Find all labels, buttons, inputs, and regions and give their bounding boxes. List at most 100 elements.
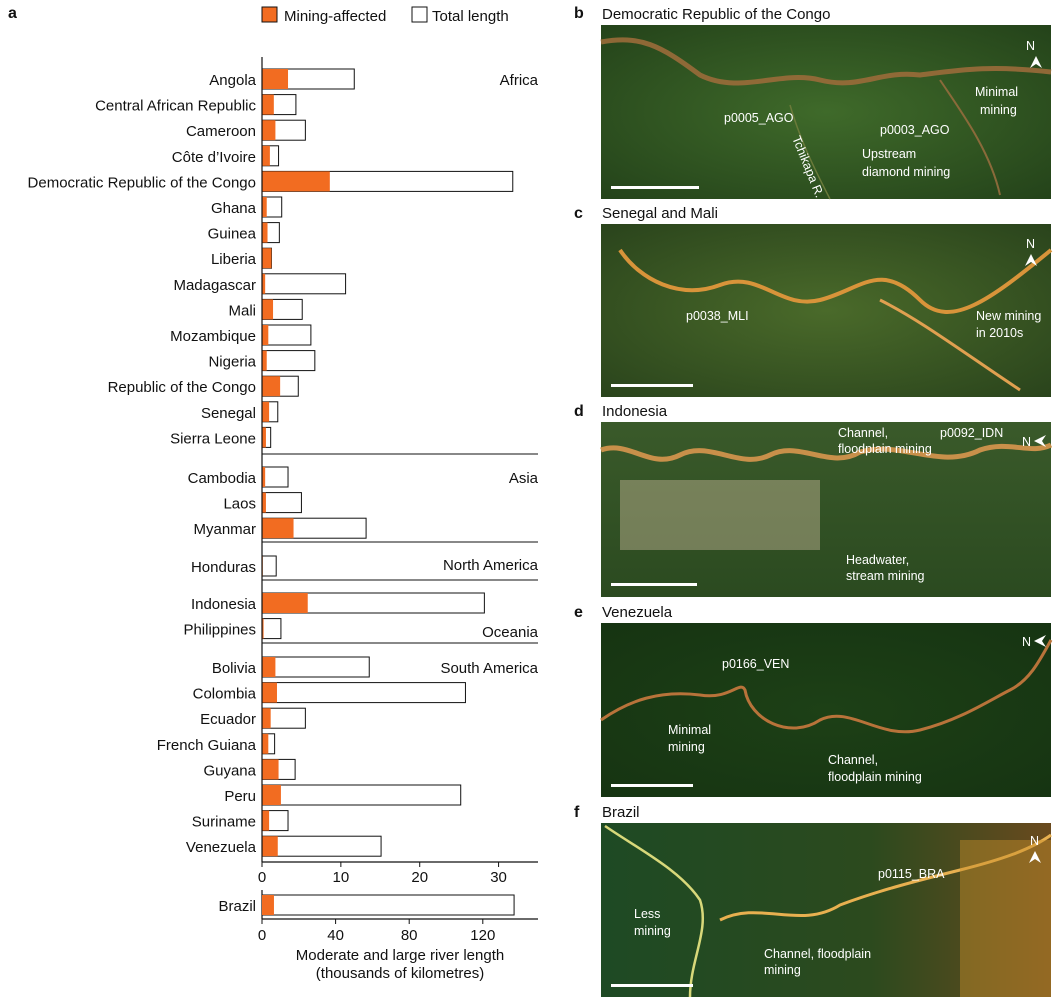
bar-total-peru	[261, 784, 462, 806]
bar-mining-myanmar	[262, 518, 294, 539]
map-d-north-arrow-icon	[1034, 435, 1046, 447]
bar-total-nigeria	[261, 350, 316, 372]
bar-total-brazil	[261, 894, 515, 916]
map-f-scale-bar	[611, 984, 693, 987]
group-label-asia: Asia	[509, 470, 539, 487]
bar-mining-nigeria	[262, 350, 267, 371]
bar-mining-ecuador	[262, 708, 271, 729]
bar-mining-senegal	[262, 401, 270, 422]
map-f-title: Brazil	[602, 804, 640, 821]
map-f-ann-2: Less	[634, 907, 660, 921]
bar-total-venezuela	[261, 835, 382, 857]
map-b-title: Democratic Republic of the Congo	[602, 6, 830, 23]
category-label-angola: Angola	[209, 72, 256, 89]
map-e-compass: N	[1022, 635, 1031, 649]
map-f-ann-3: mining	[634, 924, 671, 938]
map-b-ann-5: Upstream	[862, 147, 916, 161]
category-label-suriname: Suriname	[192, 814, 256, 831]
map-f-compass: N	[1030, 834, 1039, 848]
map-c-image	[601, 224, 1051, 397]
map-d-letter: d	[574, 403, 584, 420]
map-c-scale-bar	[611, 384, 693, 387]
bar-mining-angola	[262, 69, 289, 89]
map-panel-b: b Democratic Republic of the Congo p0005…	[574, 5, 1052, 200]
map-d-ann-2: floodplain mining	[838, 442, 932, 456]
category-label-philippines: Philippines	[183, 622, 256, 639]
map-e-letter: e	[574, 604, 583, 621]
map-e-ann-4: Channel,	[828, 753, 878, 767]
bar-mining-peru	[262, 785, 281, 805]
bar-total-honduras	[261, 555, 277, 577]
bar-mining-cambodia	[262, 467, 266, 487]
map-b-north-arrow-icon	[1030, 56, 1042, 68]
bar-mining-guyana	[262, 759, 279, 780]
x-tick-label-30: 30	[490, 869, 507, 886]
map-b-ann-1: p0005_AGO	[724, 111, 794, 125]
brazil-x-tick-label-80: 80	[401, 927, 418, 944]
brazil-x-tick-label-0: 0	[258, 927, 266, 944]
bar-mining-republic-of-the-congo	[262, 376, 281, 397]
bar-mining-mozambique	[262, 325, 269, 345]
brazil-x-tick-label-120: 120	[470, 927, 495, 944]
bar-total-cambodia	[261, 466, 289, 488]
map-d-ann-1: Channel,	[838, 426, 888, 440]
category-label-nigeria: Nigeria	[208, 354, 256, 371]
map-c-river	[618, 248, 1053, 314]
category-label-guyana: Guyana	[203, 762, 256, 779]
bar-mining-colombia	[262, 682, 277, 703]
map-d-title: Indonesia	[602, 403, 668, 420]
map-b-compass: N	[1026, 39, 1035, 53]
bar-mining-c-te-d-ivoire	[262, 145, 270, 166]
bar-mining-ghana	[262, 197, 267, 217]
bar-mining-venezuela	[262, 836, 278, 857]
bar-mining-brazil	[262, 895, 274, 915]
group-label-africa: Africa	[500, 72, 539, 89]
x-axis-unit: (thousands of kilometres)	[316, 965, 484, 982]
bar-mining-cameroon	[262, 120, 276, 141]
map-panel-f: f Brazil p0115_BRA Less mining Channel, …	[574, 804, 1052, 998]
legend-label-total: Total length	[432, 8, 509, 25]
x-tick-label-20: 20	[411, 869, 428, 886]
map-f-ann-5: mining	[764, 963, 801, 977]
bar-mining-sierra-leone	[262, 427, 266, 448]
map-e-scale-bar	[611, 784, 693, 787]
bar-mining-madagascar	[262, 273, 266, 294]
legend: Mining-affected Total length	[261, 6, 509, 25]
map-e-image	[601, 623, 1051, 797]
map-b-ann-6: diamond mining	[862, 165, 950, 179]
x-axis-label: Moderate and large river length	[296, 947, 504, 964]
bar-mining-democratic-republic-of-the-congo	[262, 171, 330, 192]
category-label-c-te-d-ivoire: Côte d’Ivoire	[172, 149, 256, 166]
bar-mining-liberia	[262, 248, 272, 269]
map-e-river	[600, 639, 1053, 734]
map-b-ann-3: Minimal	[975, 85, 1018, 99]
map-f-north-arrow-icon	[1029, 851, 1041, 863]
bar-mining-central-african-republic	[262, 94, 274, 115]
bar-total-laos	[261, 492, 302, 514]
map-panel-c: c Senegal and Mali p0038_MLI New mining …	[574, 205, 1053, 397]
map-b-scale-bar	[611, 186, 699, 189]
map-d-scale-bar	[611, 583, 697, 586]
category-label-mozambique: Mozambique	[170, 328, 256, 345]
bar-total-madagascar	[261, 273, 347, 295]
map-b-letter: b	[574, 5, 584, 22]
map-d-river	[600, 442, 1053, 462]
map-e-title: Venezuela	[602, 604, 673, 621]
map-c-river-2	[879, 298, 1021, 392]
map-b-ann-4: mining	[980, 103, 1017, 117]
bar-mining-suriname	[262, 810, 270, 831]
legend-swatch-mining	[261, 6, 278, 23]
category-label-brazil: Brazil	[218, 898, 256, 915]
map-f-mined-area	[960, 840, 1051, 997]
bar-mining-philippines	[262, 618, 264, 639]
map-panel-d: d Indonesia Channel, floodplain mining p…	[574, 403, 1053, 597]
map-c-north-arrow-icon	[1025, 254, 1037, 266]
legend-swatch-total	[411, 6, 428, 23]
category-label-honduras: Honduras	[191, 559, 256, 576]
map-e-ann-1: p0166_VEN	[722, 657, 789, 671]
category-label-bolivia: Bolivia	[212, 660, 257, 677]
category-label-french-guiana: French Guiana	[157, 737, 257, 754]
map-b-tchikapa	[789, 104, 831, 200]
map-c-letter: c	[574, 205, 583, 222]
